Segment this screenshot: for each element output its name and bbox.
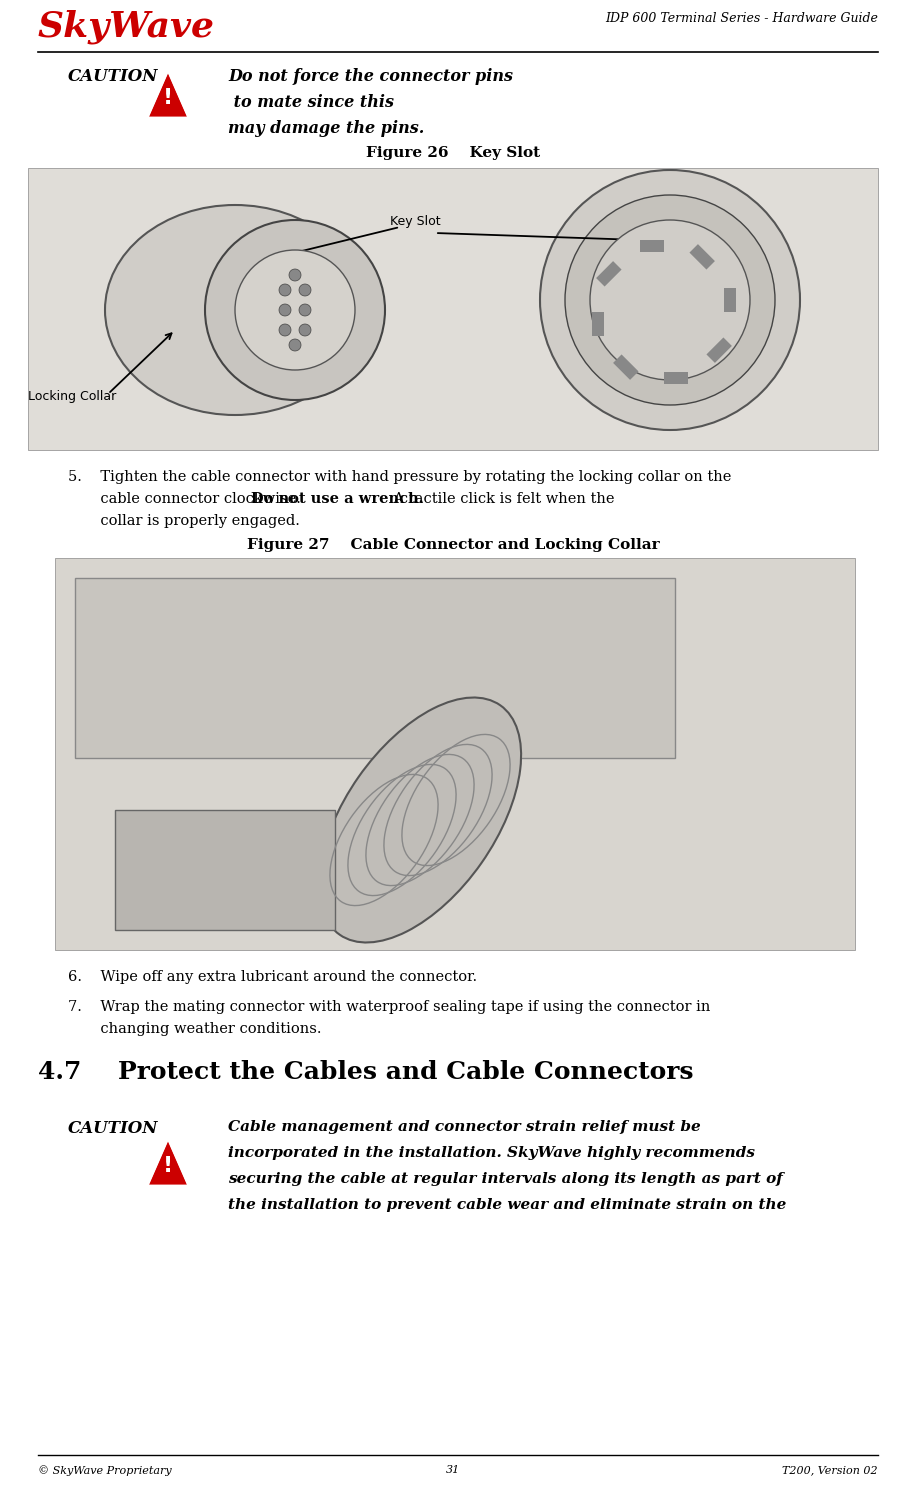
Text: changing weather conditions.: changing weather conditions. <box>68 1023 322 1036</box>
Bar <box>664 372 688 384</box>
Bar <box>75 578 675 758</box>
Text: T200, Version 02: T200, Version 02 <box>783 1465 878 1475</box>
Text: incorporated in the installation. SkyWave highly recommends: incorporated in the installation. SkyWav… <box>228 1147 755 1160</box>
Bar <box>689 245 715 270</box>
Circle shape <box>299 324 311 336</box>
Polygon shape <box>147 1138 189 1185</box>
Circle shape <box>299 305 311 317</box>
Circle shape <box>590 219 750 381</box>
Text: 7.    Wrap the mating connector with waterproof sealing tape if using the connec: 7. Wrap the mating connector with waterp… <box>68 1000 710 1014</box>
Text: Figure 27    Cable Connector and Locking Collar: Figure 27 Cable Connector and Locking Co… <box>246 537 660 552</box>
Text: !: ! <box>163 1156 173 1176</box>
Circle shape <box>205 219 385 400</box>
Circle shape <box>289 269 301 281</box>
Text: A tactile click is felt when the: A tactile click is felt when the <box>389 493 614 506</box>
Ellipse shape <box>105 205 365 415</box>
Circle shape <box>279 324 291 336</box>
Polygon shape <box>147 70 189 118</box>
Circle shape <box>299 284 311 296</box>
Text: 31: 31 <box>446 1465 460 1475</box>
Bar <box>115 811 335 930</box>
Circle shape <box>565 196 775 405</box>
Text: cable connector clockwise.: cable connector clockwise. <box>68 493 305 506</box>
Circle shape <box>540 170 800 430</box>
Bar <box>596 261 622 287</box>
Text: IDP 600 Terminal Series - Hardware Guide: IDP 600 Terminal Series - Hardware Guide <box>605 12 878 25</box>
Bar <box>707 337 732 363</box>
Text: Protect the Cables and Cable Connectors: Protect the Cables and Cable Connectors <box>118 1060 693 1084</box>
Text: 4.7: 4.7 <box>38 1060 82 1084</box>
Text: 5.    Tighten the cable connector with hand pressure by rotating the locking col: 5. Tighten the cable connector with hand… <box>68 470 731 484</box>
Bar <box>613 354 639 379</box>
Text: Key Slot: Key Slot <box>390 215 440 228</box>
Bar <box>592 312 604 336</box>
Text: 6.    Wipe off any extra lubricant around the connector.: 6. Wipe off any extra lubricant around t… <box>68 970 477 984</box>
Text: may damage the pins.: may damage the pins. <box>228 119 424 137</box>
Bar <box>640 240 664 252</box>
Text: Do not use a wrench.: Do not use a wrench. <box>251 493 424 506</box>
Text: !: ! <box>163 88 173 107</box>
Text: Do not force the connector pins: Do not force the connector pins <box>228 69 513 85</box>
Bar <box>55 558 855 950</box>
Circle shape <box>279 284 291 296</box>
Bar <box>28 169 878 449</box>
Bar <box>724 288 736 312</box>
Text: to mate since this: to mate since this <box>228 94 394 110</box>
Text: the installation to prevent cable wear and eliminate strain on the: the installation to prevent cable wear a… <box>228 1197 786 1212</box>
Ellipse shape <box>319 697 521 942</box>
Circle shape <box>235 249 355 370</box>
Text: SkyWave: SkyWave <box>38 10 215 45</box>
Text: Figure 26    Key Slot: Figure 26 Key Slot <box>366 146 540 160</box>
Text: CAUTION: CAUTION <box>68 1120 159 1138</box>
Text: collar is properly engaged.: collar is properly engaged. <box>68 514 300 529</box>
Circle shape <box>289 339 301 351</box>
Text: Locking Collar: Locking Collar <box>28 390 116 403</box>
Circle shape <box>279 305 291 317</box>
Text: Cable management and connector strain relief must be: Cable management and connector strain re… <box>228 1120 700 1135</box>
Text: CAUTION: CAUTION <box>68 69 159 85</box>
Text: © SkyWave Proprietary: © SkyWave Proprietary <box>38 1465 171 1475</box>
Text: securing the cable at regular intervals along its length as part of: securing the cable at regular intervals … <box>228 1172 783 1185</box>
